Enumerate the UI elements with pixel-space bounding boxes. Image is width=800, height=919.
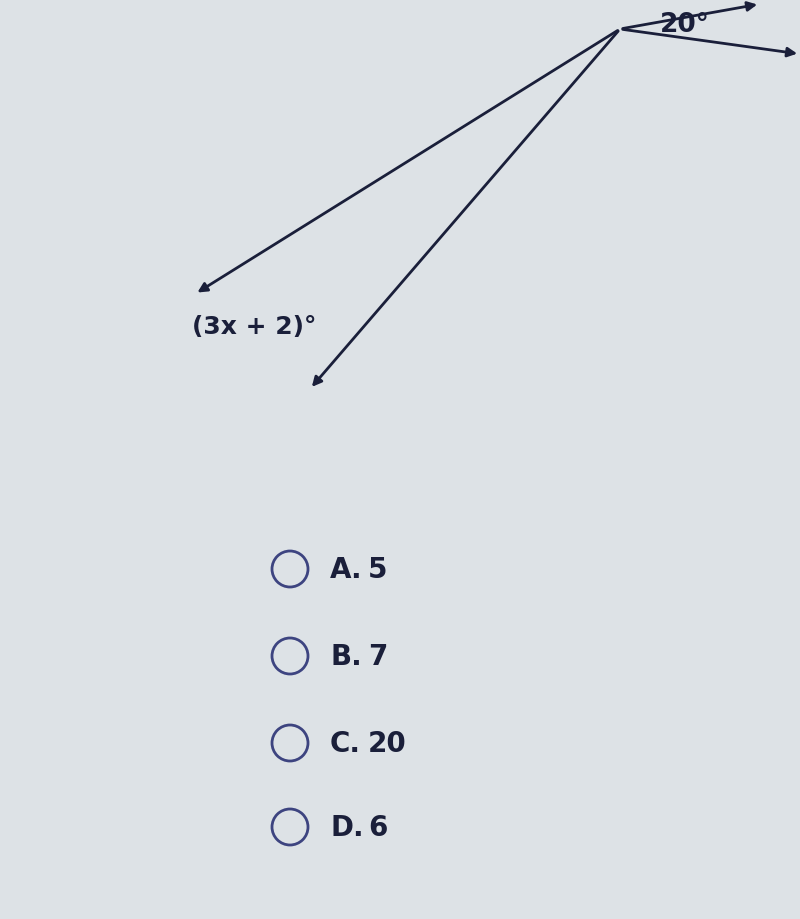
Text: (3x + 2)°: (3x + 2)° [192, 314, 317, 338]
Text: A.: A. [330, 555, 362, 584]
Text: 6: 6 [368, 813, 387, 841]
Text: 7: 7 [368, 642, 387, 670]
Text: 20°: 20° [660, 12, 710, 38]
Text: 5: 5 [368, 555, 387, 584]
Text: D.: D. [330, 813, 364, 841]
Text: 20: 20 [368, 729, 406, 757]
Text: C.: C. [330, 729, 361, 757]
Text: B.: B. [330, 642, 362, 670]
